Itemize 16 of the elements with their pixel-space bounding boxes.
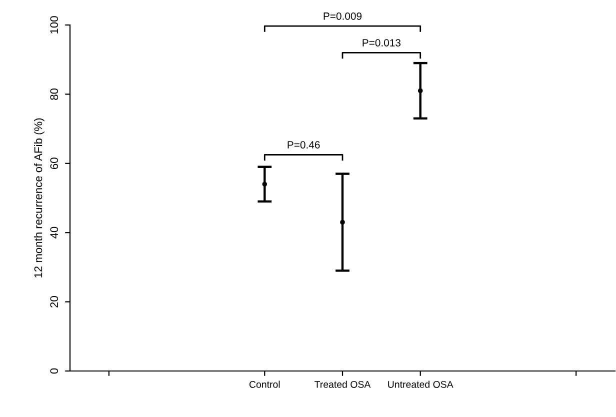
point <box>418 88 423 94</box>
y-tick-label: 100 <box>50 16 58 34</box>
point <box>340 220 345 225</box>
text: P=0.009 <box>324 12 362 20</box>
annotation: P=0.013 <box>362 39 401 46</box>
y-tick-label: 80 <box>50 88 58 100</box>
x-tick-label: Untreated OSA <box>388 380 454 388</box>
y-tick-label: 0 <box>50 368 58 374</box>
y-tick-label: 60 <box>50 158 58 170</box>
y-tick-label: 20 <box>50 296 58 308</box>
x-tick-label: Treated OSA <box>314 380 371 388</box>
annotation: P=0.46 <box>288 141 320 149</box>
x-tick-label: Control <box>249 380 280 388</box>
y-axis-title: 12 month recurrence of AFib (%) <box>34 118 44 278</box>
point <box>262 182 268 187</box>
y-tick-label: 40 <box>50 226 58 239</box>
